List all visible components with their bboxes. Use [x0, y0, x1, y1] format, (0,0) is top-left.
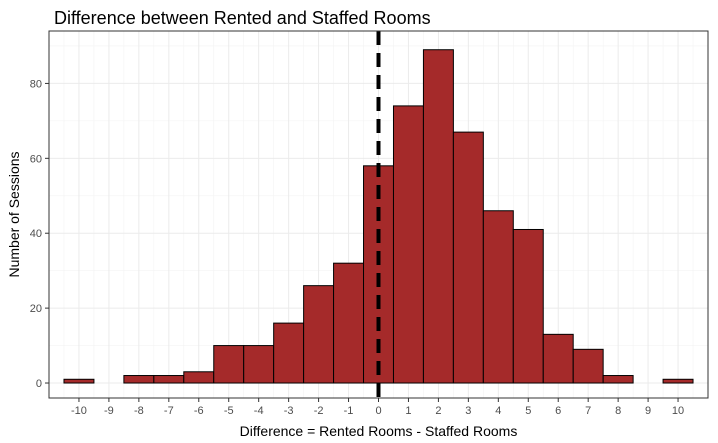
bar [333, 262, 365, 384]
x-tick-label: 7 [585, 405, 591, 417]
bar [482, 210, 514, 384]
y-tick-label: 0 [36, 378, 42, 390]
x-tick-label: 0 [375, 405, 381, 417]
x-axis-title: Difference = Rented Rooms - Staffed Room… [240, 423, 518, 439]
x-tick-label: 1 [405, 405, 411, 417]
bar [183, 371, 215, 384]
y-tick-label: 80 [30, 78, 42, 90]
chart-title: Difference between Rented and Staffed Ro… [54, 8, 431, 28]
x-tick-label: -6 [194, 405, 204, 417]
x-tick-label: 4 [495, 405, 501, 417]
x-tick-label: -2 [314, 405, 324, 417]
bar [63, 378, 95, 384]
x-tick-label: -5 [224, 405, 234, 417]
y-axis-title: Number of Sessions [6, 151, 22, 277]
x-tick-label: -8 [134, 405, 144, 417]
x-tick-label: 9 [645, 405, 651, 417]
bar [662, 378, 694, 384]
bar [452, 131, 484, 384]
y-axis: 0 20 40 60 80 [30, 78, 49, 390]
bar [542, 333, 574, 384]
x-tick-label: 10 [672, 405, 684, 417]
bar [123, 375, 155, 384]
bar [512, 228, 544, 384]
bar [273, 322, 305, 384]
bar [213, 345, 245, 384]
x-axis: -10 -9 -8 -7 -6 -5 -4 -3 -2 -1 0 1 2 3 4 5 6 7 8 9 10 [71, 398, 684, 417]
bar [422, 49, 454, 384]
x-tick-label: -7 [164, 405, 174, 417]
y-tick-label: 20 [30, 303, 42, 315]
y-tick-label: 60 [30, 153, 42, 165]
x-tick-label: -4 [254, 405, 264, 417]
x-tick-label: 3 [465, 405, 471, 417]
x-tick-label: 5 [525, 405, 531, 417]
x-tick-label: -1 [344, 405, 354, 417]
x-tick-label: -9 [104, 405, 114, 417]
x-tick-label: -3 [284, 405, 294, 417]
bar [572, 348, 604, 384]
bar [243, 345, 275, 384]
x-tick-label: 6 [555, 405, 561, 417]
bar [392, 105, 424, 384]
x-tick-label: 2 [435, 405, 441, 417]
y-tick-label: 40 [30, 228, 42, 240]
x-tick-label: -10 [71, 405, 87, 417]
bar [602, 375, 634, 384]
bar [153, 375, 185, 384]
x-tick-label: 8 [615, 405, 621, 417]
bars [63, 49, 694, 384]
bar [303, 285, 335, 384]
